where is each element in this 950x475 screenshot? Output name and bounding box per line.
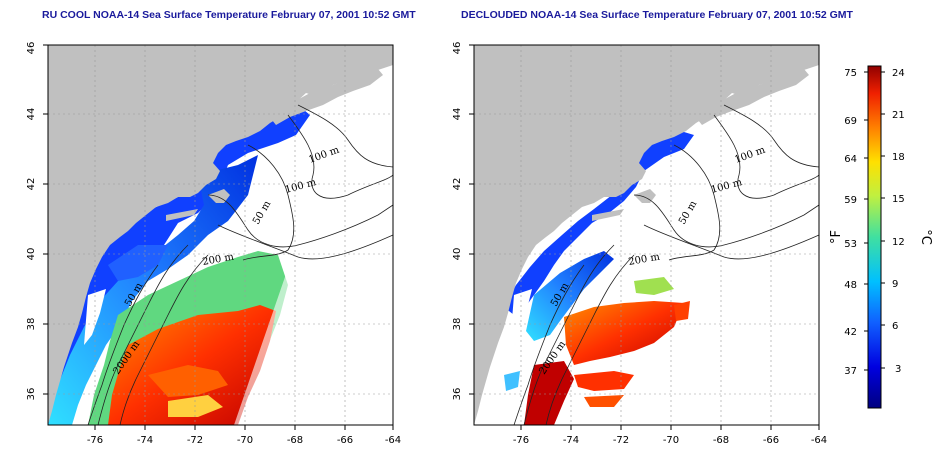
c-tick: 6 xyxy=(892,321,898,332)
f-tick: 75 xyxy=(844,68,857,79)
bathymetry-contours xyxy=(513,104,820,426)
f-tick: 48 xyxy=(844,280,857,291)
bathymetry-contours xyxy=(87,104,394,426)
colorbar: 75 69 64 59 53 48 42 37 24 21 18 15 12 9… xyxy=(829,65,933,409)
y-tick-label: 46 xyxy=(452,42,463,55)
map-title-right: DECLOUDED NOAA-14 Sea Surface Temperatur… xyxy=(461,9,853,21)
c-tick: 15 xyxy=(892,194,905,205)
y-tick-label: 44 xyxy=(452,108,463,121)
y-tick-label: 42 xyxy=(452,178,463,191)
map-frame xyxy=(47,44,394,426)
map-panel-right: 100 m 100 m 50 m 200 m 50 m 2000 m -76 xyxy=(452,42,827,446)
y-axis-labels: 36 38 40 42 44 46 xyxy=(452,42,463,401)
f-tick: 53 xyxy=(844,239,857,250)
x-tick-label: -76 xyxy=(87,435,103,446)
x-tick-label: -68 xyxy=(287,435,303,446)
f-tick: 37 xyxy=(844,366,857,377)
colorbar-fahrenheit-ticks: 75 69 64 59 53 48 42 37 xyxy=(844,68,857,377)
y-tick-label: 40 xyxy=(452,248,463,261)
c-tick: 9 xyxy=(892,279,898,290)
colorbar-gradient xyxy=(867,65,882,409)
y-tick-label: 46 xyxy=(26,42,37,55)
x-axis-labels: -76 -74 -72 -70 -68 -66 -64 xyxy=(513,435,827,446)
colorbar-celsius-ticks: 24 21 18 15 12 9 6 3 xyxy=(892,68,905,375)
fahrenheit-unit-label: °F xyxy=(829,230,844,244)
x-tick-label: -72 xyxy=(187,435,203,446)
f-tick: 42 xyxy=(844,327,857,338)
x-tick-label: -72 xyxy=(613,435,629,446)
y-tick-label: 36 xyxy=(452,388,463,401)
map-panel-left: 100 m 100 m 50 m 200 m 50 m 2000 m xyxy=(26,42,401,446)
lat-lon-grid xyxy=(48,45,393,425)
lat-lon-grid xyxy=(474,45,819,425)
y-tick-label: 38 xyxy=(452,318,463,331)
x-tick-label: -66 xyxy=(337,435,353,446)
c-tick: 12 xyxy=(892,237,905,248)
y-tick-label: 42 xyxy=(26,178,37,191)
y-tick-label: 36 xyxy=(26,388,37,401)
c-tick: 18 xyxy=(892,152,905,163)
x-tick-label: -64 xyxy=(385,435,401,446)
sst-declouded xyxy=(484,117,694,425)
x-tick-label: -76 xyxy=(513,435,529,446)
x-axis-labels: -76 -74 -72 -70 -68 -66 -64 xyxy=(87,435,401,446)
map-title-left: RU COOL NOAA-14 Sea Surface Temperature … xyxy=(42,9,416,21)
c-tick: 24 xyxy=(892,68,905,79)
f-tick: 64 xyxy=(844,154,857,165)
y-tick-label: 44 xyxy=(26,108,37,121)
y-axis-labels: 36 38 40 42 44 46 xyxy=(26,42,37,401)
swath-edge xyxy=(234,245,310,425)
x-tick-label: -70 xyxy=(663,435,679,446)
x-tick-label: -70 xyxy=(237,435,253,446)
y-tick-label: 40 xyxy=(26,248,37,261)
celsius-unit-label: °C xyxy=(918,229,933,245)
c-tick: 3 xyxy=(895,364,901,375)
x-tick-label: -66 xyxy=(763,435,779,446)
map-frame xyxy=(473,44,820,426)
y-tick-label: 38 xyxy=(26,318,37,331)
x-tick-label: -74 xyxy=(137,435,153,446)
sst-swath xyxy=(48,105,310,425)
x-tick-label: -74 xyxy=(563,435,579,446)
f-tick: 59 xyxy=(844,195,857,206)
f-tick: 69 xyxy=(844,116,857,127)
c-tick: 21 xyxy=(892,110,905,121)
x-tick-label: -64 xyxy=(811,435,827,446)
x-tick-label: -68 xyxy=(713,435,729,446)
